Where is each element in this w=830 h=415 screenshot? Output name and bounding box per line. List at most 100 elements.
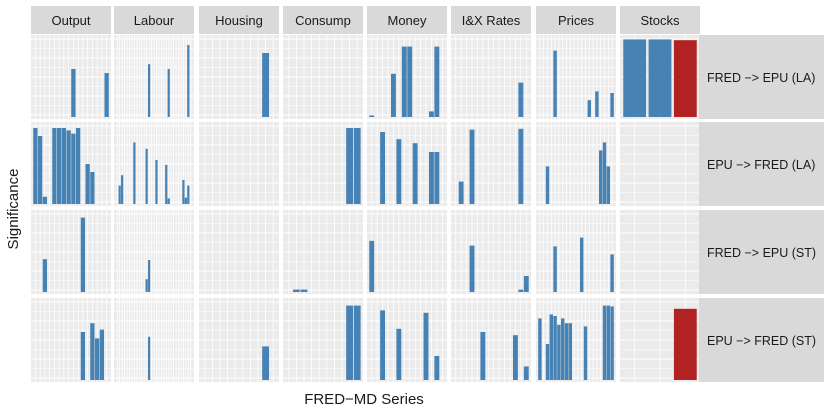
bar bbox=[85, 164, 90, 204]
panel-r3-stocks bbox=[620, 210, 700, 294]
panel-r4-labour bbox=[114, 298, 194, 382]
row-strip-4 bbox=[699, 298, 824, 382]
bar bbox=[428, 111, 434, 117]
bar bbox=[610, 306, 614, 380]
bar bbox=[187, 45, 190, 117]
bar bbox=[673, 308, 697, 380]
bar bbox=[121, 175, 124, 204]
bar bbox=[648, 39, 672, 117]
bar bbox=[557, 324, 561, 380]
panel-r4-money bbox=[367, 298, 447, 382]
bar bbox=[99, 329, 105, 380]
bar bbox=[623, 39, 647, 117]
column-label-stocks: Stocks bbox=[640, 13, 680, 28]
panel-r4-stocks bbox=[620, 298, 700, 382]
bar bbox=[353, 128, 361, 204]
panel-r2-labour bbox=[114, 122, 194, 206]
row-label-4: EPU −> FRED (ST) bbox=[707, 334, 816, 348]
bar bbox=[610, 93, 614, 117]
bar bbox=[549, 314, 554, 380]
panel-r3-consump bbox=[283, 210, 363, 294]
strip-prices bbox=[536, 6, 616, 34]
bar bbox=[187, 185, 190, 204]
bar bbox=[545, 344, 550, 380]
bar bbox=[606, 305, 611, 380]
bar bbox=[90, 323, 95, 380]
bar bbox=[523, 366, 529, 380]
bar bbox=[606, 166, 611, 204]
panel-r2-prices bbox=[536, 122, 616, 206]
bar bbox=[346, 305, 354, 380]
bar bbox=[396, 328, 402, 380]
panel-r1-output bbox=[31, 35, 111, 119]
bar bbox=[147, 336, 151, 380]
bar bbox=[518, 289, 524, 292]
panel-r3-prices bbox=[536, 210, 616, 294]
bar bbox=[434, 356, 440, 380]
bar bbox=[90, 172, 95, 204]
column-label-prices: Prices bbox=[558, 13, 595, 28]
bar bbox=[396, 139, 402, 204]
bar bbox=[390, 73, 396, 117]
row-label-3: FRED −> EPU (ST) bbox=[707, 246, 816, 260]
panel-r2-i-x-rates bbox=[451, 122, 531, 206]
bar bbox=[412, 143, 418, 204]
strip-output bbox=[31, 6, 111, 34]
bar bbox=[42, 259, 48, 292]
bar bbox=[353, 305, 361, 380]
bar bbox=[33, 128, 38, 204]
bar bbox=[583, 326, 588, 380]
bar bbox=[598, 150, 603, 204]
panel-r1-money bbox=[367, 35, 447, 119]
panel-r3-housing bbox=[199, 210, 279, 294]
bar bbox=[553, 316, 557, 380]
bar bbox=[434, 46, 440, 117]
strip-housing bbox=[199, 6, 279, 34]
panel-r4-prices bbox=[536, 298, 616, 382]
facet-panels bbox=[31, 35, 700, 382]
bar bbox=[458, 181, 464, 204]
bar bbox=[428, 152, 434, 204]
panel-r2-stocks bbox=[620, 122, 700, 206]
bar bbox=[518, 128, 524, 204]
bar bbox=[423, 312, 429, 380]
bar bbox=[369, 115, 375, 117]
strip-i-x-rates bbox=[451, 6, 531, 34]
bar bbox=[553, 246, 557, 292]
bar bbox=[434, 152, 440, 204]
panel-r3-money bbox=[367, 210, 447, 294]
column-label-i-x-rates: I&X Rates bbox=[462, 13, 521, 28]
strip-stocks bbox=[620, 6, 700, 34]
bar bbox=[595, 91, 599, 117]
bar bbox=[469, 245, 475, 292]
panel-r4-output bbox=[31, 298, 111, 382]
bar bbox=[37, 136, 43, 204]
panel-r4-i-x-rates bbox=[451, 298, 531, 382]
bar bbox=[61, 128, 67, 204]
bar bbox=[564, 323, 569, 380]
bar bbox=[292, 289, 300, 292]
bar bbox=[155, 160, 158, 204]
bar bbox=[587, 100, 592, 117]
x-axis-title: FRED−MD Series bbox=[304, 391, 424, 408]
bar bbox=[538, 318, 542, 380]
bar bbox=[80, 217, 86, 292]
row-strip-2 bbox=[699, 122, 824, 206]
bar bbox=[568, 323, 573, 380]
panel-r1-labour bbox=[114, 35, 194, 119]
row-label-2: EPU −> FRED (LA) bbox=[707, 158, 815, 172]
panel-r2-money bbox=[367, 122, 447, 206]
bar bbox=[380, 132, 386, 204]
panel-r3-output bbox=[31, 210, 111, 294]
bar bbox=[380, 310, 386, 380]
bar bbox=[610, 254, 614, 292]
panel-r4-consump bbox=[283, 298, 363, 382]
bar bbox=[469, 129, 475, 204]
bar bbox=[42, 196, 48, 204]
row-strip-1 bbox=[699, 35, 824, 119]
panel-r1-housing bbox=[199, 35, 279, 119]
panel-r4-housing bbox=[199, 298, 279, 382]
bar bbox=[167, 69, 170, 117]
panel-r3-labour bbox=[114, 210, 194, 294]
column-label-consump: Consump bbox=[295, 13, 351, 28]
